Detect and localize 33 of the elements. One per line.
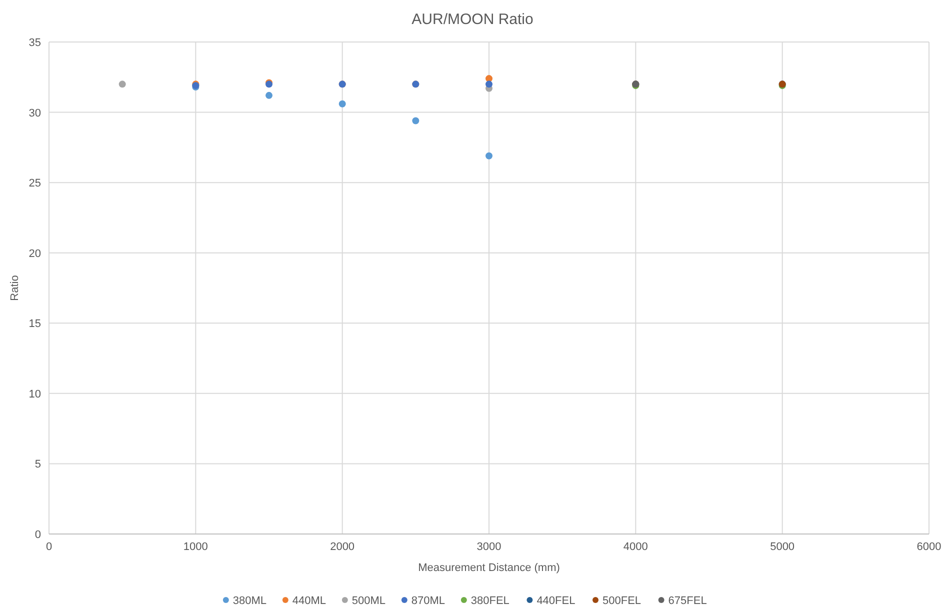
y-tick-label: 35	[28, 37, 41, 49]
point	[266, 92, 272, 99]
x-tick-label: 4000	[623, 541, 648, 553]
x-tick-label: 1000	[183, 541, 208, 553]
y-tick-label: 0	[34, 529, 41, 541]
point	[486, 75, 492, 82]
x-axis-title: Measurement Distance (mm)	[418, 562, 560, 574]
x-tick-label: 0	[46, 541, 52, 553]
point	[118, 80, 126, 88]
point	[412, 117, 420, 124]
y-tick-label: 5	[34, 458, 41, 471]
y-tick-label: 25	[28, 178, 41, 190]
point	[486, 152, 492, 160]
legend-label: 500FEL	[602, 595, 642, 607]
point	[486, 80, 492, 88]
y-tick-label: 30	[28, 107, 41, 120]
x-tick-label: 5000	[770, 541, 795, 553]
x-tick-label: 6000	[916, 541, 942, 553]
legend-label: 440FEL	[536, 595, 576, 607]
y-tick-label: 20	[28, 248, 41, 260]
point	[338, 100, 346, 108]
legend-label: 380ML	[232, 595, 267, 607]
chart-title: AUR/MOON Ratio	[412, 11, 534, 28]
legend-label: 500ML	[352, 595, 386, 607]
x-tick-label: 2000	[330, 541, 355, 553]
legend-label: 870ML	[411, 595, 446, 607]
legend-label: 380FEL	[470, 595, 510, 607]
legend-label: 440ML	[292, 595, 326, 607]
x-tick-label: 3000	[476, 541, 502, 553]
legend-label: 675FEL	[668, 595, 707, 607]
y-tick-label: 10	[28, 388, 41, 400]
y-tick-label: 15	[28, 318, 41, 330]
y-axis-title: Ratio	[9, 275, 21, 301]
